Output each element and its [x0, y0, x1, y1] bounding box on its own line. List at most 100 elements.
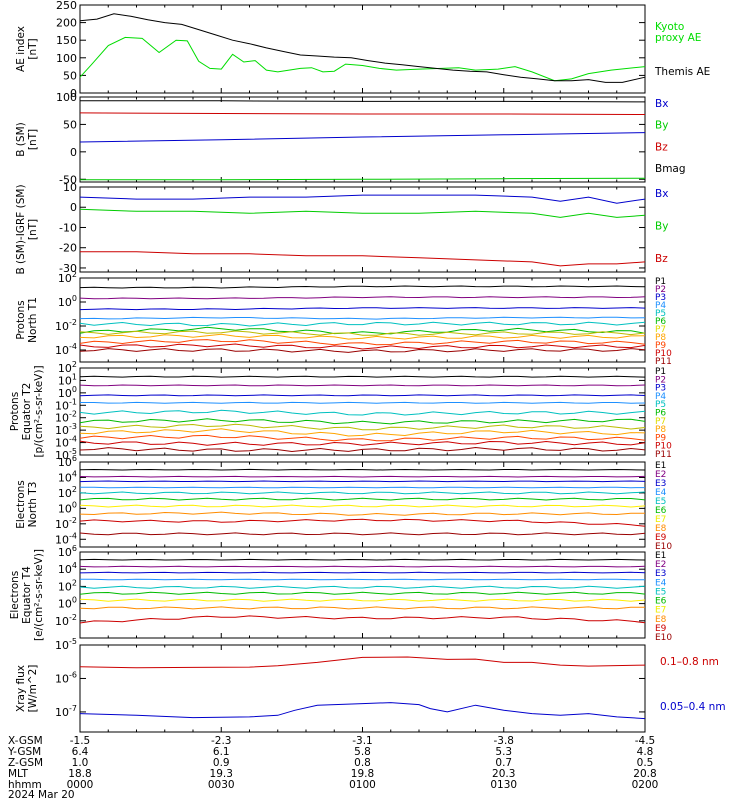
series-line-e2: [79, 565, 646, 568]
y-tick-label: 100: [58, 596, 77, 611]
legend-entry: P4: [655, 301, 666, 311]
series-line-p10: [79, 343, 646, 350]
legend-entry: P5: [655, 400, 666, 410]
legend-entry: Kyoto: [655, 21, 684, 33]
y-tick-label: 100: [58, 385, 77, 400]
y-tick-label: 10-3: [55, 422, 77, 437]
series-line-p2: [79, 296, 646, 300]
series-line-bz: [79, 112, 646, 115]
bottom-axis-row-label: MLT: [8, 768, 28, 780]
legend-entry: E8: [655, 524, 667, 534]
panel-y-label: AE index: [15, 26, 27, 72]
legend-entry: By: [655, 120, 668, 132]
series-line-p8: [79, 333, 646, 340]
bottom-axis-value: 0.8: [354, 757, 371, 769]
series-line-p11: [79, 348, 646, 353]
bottom-axis-value: 1.0: [72, 757, 89, 769]
legend-entry: Bz: [655, 141, 668, 153]
bottom-axis-value: 18.8: [68, 768, 91, 780]
y-tick-label: 10: [63, 181, 77, 194]
legend-entry: E8: [655, 615, 667, 625]
series-line-p3: [79, 307, 646, 311]
panel-y-label: Equator T4: [21, 566, 33, 624]
series-line-e6: [79, 497, 646, 501]
legend-entry: E7: [655, 515, 666, 525]
panel-y-label: Electrons: [15, 480, 27, 529]
bottom-axis-row-label: Y-GSM: [7, 746, 41, 758]
series-line-e10: [79, 532, 646, 536]
legend-entry: P11: [655, 357, 672, 367]
series-line-e6: [79, 591, 646, 595]
y-tick-label: 150: [56, 34, 77, 47]
legend-entry: P1: [655, 367, 666, 377]
y-tick-label: -20: [59, 242, 77, 255]
y-tick-label: 101: [58, 372, 77, 387]
y-tick-label: 50: [63, 118, 77, 131]
legend-entry: E3: [655, 569, 666, 579]
series-line-p2: [79, 384, 646, 387]
series-line-p10: [79, 440, 646, 446]
series-line-bx: [79, 194, 646, 204]
bottom-axis-value: -3.8: [494, 735, 515, 747]
legend-entry: P2: [655, 285, 666, 295]
panel-frame: [79, 644, 646, 733]
legend-entry: P7: [655, 417, 666, 427]
series-line-p9: [79, 339, 646, 346]
legend-entry: E2: [655, 470, 666, 480]
bottom-axis-value: 6.4: [72, 746, 89, 758]
legend-entry: 0.1–0.8 nm: [660, 656, 719, 668]
series-line-e2: [79, 475, 646, 478]
series-line-themis-ae: [79, 13, 646, 83]
series-line-p4: [80, 401, 646, 404]
bottom-axis-value: 20.8: [633, 768, 656, 780]
y-tick-label: 104: [58, 469, 77, 484]
legend-entry: E9: [655, 624, 667, 634]
legend-entry: P6: [655, 409, 666, 419]
y-tick-label: 102: [58, 485, 77, 500]
series-line-p5: [79, 409, 646, 416]
series-line-e8: [79, 606, 645, 610]
y-tick-label: 100: [56, 52, 77, 65]
y-tick-label: 106: [58, 544, 77, 559]
series-line-bmag: [80, 100, 646, 103]
series-line-p8: [79, 428, 646, 437]
series-line-0-1-0-8-nm: [79, 656, 646, 669]
bottom-axis-value: 0.9: [213, 757, 230, 769]
legend-entry: P7: [655, 325, 666, 335]
legend-entry: E1: [655, 461, 666, 471]
bottom-axis-row-label: hhmm: [8, 779, 42, 791]
series-line-e7: [79, 504, 646, 508]
panel-y-label: Xray flux: [15, 665, 27, 712]
y-tick-label: 104: [58, 561, 77, 576]
legend-entry: P6: [655, 317, 666, 327]
legend-entry: P8: [655, 425, 666, 435]
y-tick-label: 200: [56, 17, 77, 30]
panel-y-label: North T3: [27, 482, 39, 528]
legend-entry: E2: [655, 560, 666, 570]
legend-entry: Bmag: [655, 163, 686, 175]
y-tick-label: 106: [58, 454, 77, 469]
legend-entry: E10: [655, 633, 672, 643]
bottom-axis-row-label: Z-GSM: [8, 757, 43, 769]
panel-y-label: Protons: [15, 300, 27, 339]
series-line-e1: [79, 468, 646, 471]
series-line-p7: [79, 423, 646, 431]
bottom-axis-value: 19.3: [210, 768, 233, 780]
legend-entry: Bx: [655, 98, 668, 110]
series-line-p3: [79, 394, 646, 397]
y-tick-label: 10-4: [55, 531, 77, 546]
bottom-axis-value: 5.8: [354, 746, 371, 758]
series-line-p4: [79, 316, 646, 320]
legend-entry: P4: [655, 392, 666, 402]
y-tick-label: 10-2: [55, 613, 77, 628]
y-tick-label: 10-1: [55, 397, 77, 412]
series-line-e3: [79, 571, 646, 574]
legend-entry: E6: [655, 597, 667, 607]
panel-y-label: [W/m^2]: [27, 665, 39, 713]
y-tick-label: -50: [59, 173, 77, 186]
panel-y-label: [nT]: [27, 129, 39, 150]
series-line-by: [80, 177, 646, 181]
panel-frame: [79, 96, 646, 183]
panel-y-label: B (SM): [15, 122, 27, 156]
